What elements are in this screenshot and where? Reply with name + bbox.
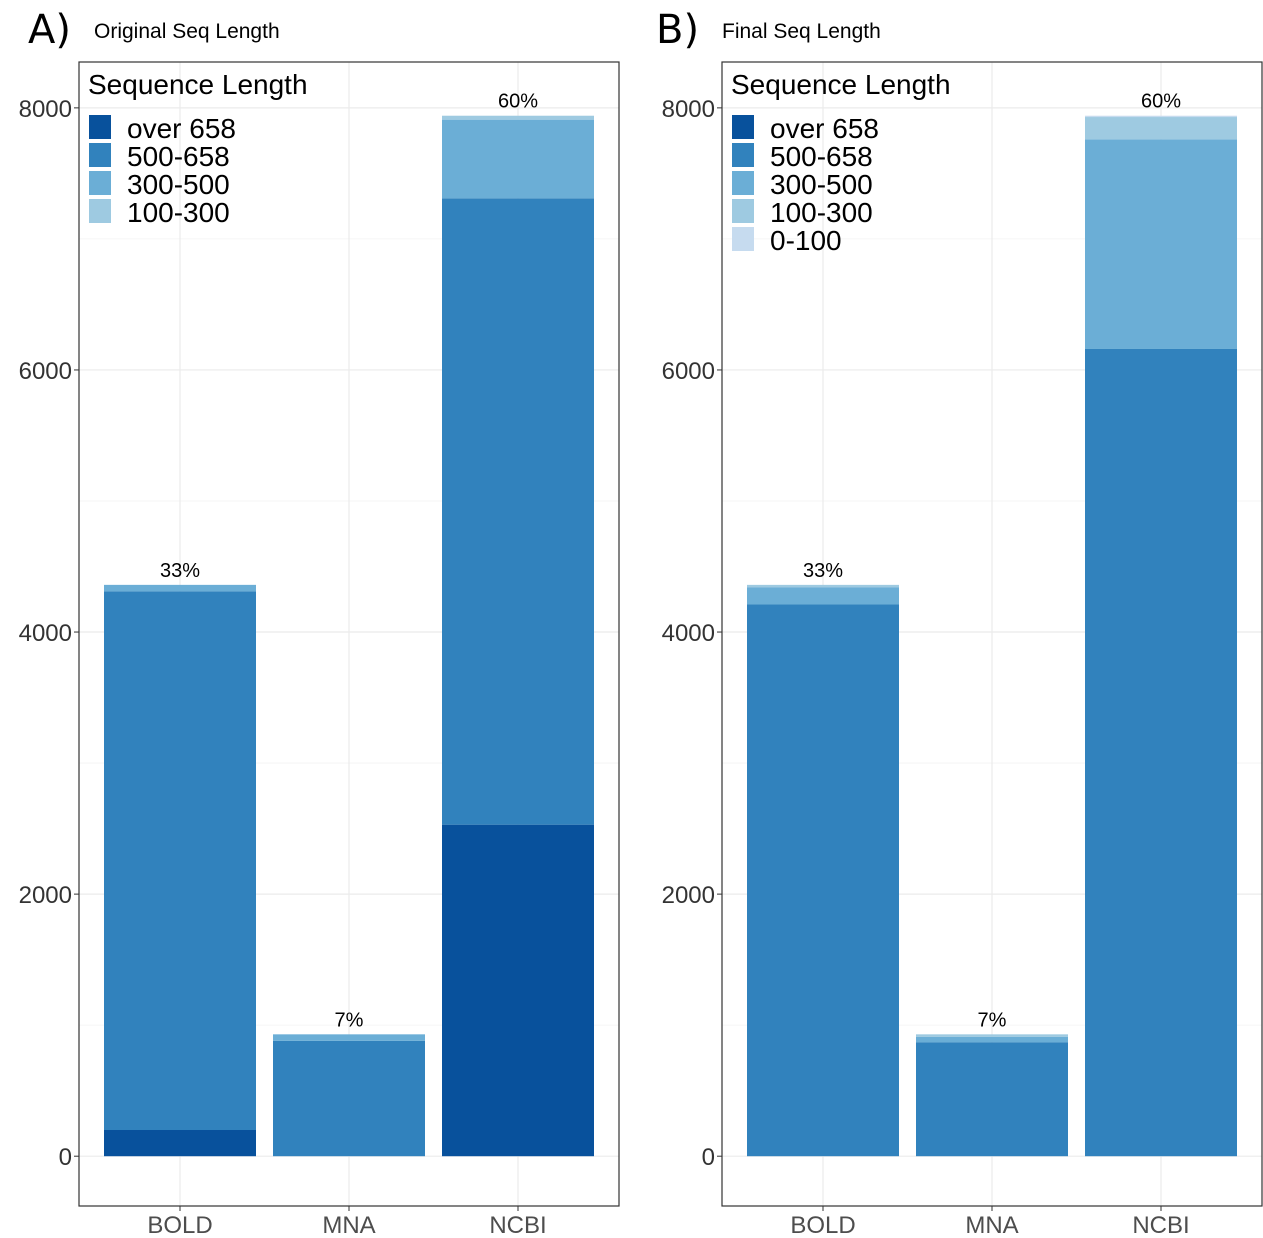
x-tick-label: BOLD [147,1212,212,1238]
legend-key [89,171,111,195]
bar-segment-mna-1 [273,1040,425,1157]
bar-segment-bold-0 [104,1129,256,1157]
legend-key [732,227,754,251]
x-tick-label: NCBI [1132,1212,1189,1238]
x-tick-label: NCBI [489,1212,546,1238]
bar-segment-mna-2 [916,1036,1068,1043]
x-tick-label: MNA [322,1212,375,1238]
x-tick-label: MNA [965,1212,1018,1238]
y-tick-label: 2000 [662,882,715,909]
bar-segment-ncbi-1 [1085,348,1237,1157]
bar-percent-label: 60% [1141,91,1181,113]
bar-percent-label: 60% [498,91,538,113]
bar-segment-ncbi-3 [442,115,594,120]
bar-percent-label: 33% [160,560,200,582]
bar-percent-label: 7% [335,1009,364,1031]
y-tick-label: 4000 [662,620,715,647]
y-tick-label: 4000 [19,620,72,647]
legend-label: 0-100 [770,225,842,256]
legend-title: Sequence Length [88,69,308,100]
y-tick-label: 8000 [19,96,72,123]
legend-label: 500-658 [770,141,873,172]
bar-segment-bold-2 [747,587,899,605]
bar-segment-ncbi-3 [1085,117,1237,140]
panel-border [78,61,620,1207]
chart-title: Original Seq Length [94,20,280,43]
legend-key [732,199,754,223]
y-tick-label: 6000 [662,358,715,385]
legend-key [732,171,754,195]
legend-label: over 658 [770,113,879,144]
bar-segment-ncbi-4 [1085,115,1237,118]
legend-key [89,115,111,139]
y-tick-label: 6000 [19,358,72,385]
legend-label: over 658 [127,113,236,144]
bar-segment-ncbi-0 [442,824,594,1157]
bar-segment-mna-2 [273,1034,425,1041]
y-tick-label: 2000 [19,882,72,909]
bar-segment-bold-1 [104,591,256,1130]
bar-segment-bold-2 [104,584,256,592]
legend-key [89,143,111,167]
y-tick-label: 0 [59,1144,72,1171]
bar-percent-label: 33% [803,560,843,582]
bar-segment-mna-3 [916,1034,1068,1037]
legend-label: 300-500 [127,169,230,200]
y-tick-label: 0 [702,1144,715,1171]
y-tick-label: 8000 [662,96,715,123]
bar-segment-ncbi-2 [1085,139,1237,349]
legend-title: Sequence Length [731,69,951,100]
panel-letter: B) [656,7,699,53]
legend-key [732,143,754,167]
x-tick-label: BOLD [790,1212,855,1238]
legend-label: 100-300 [770,197,873,228]
bar-percent-label: 7% [978,1009,1007,1031]
bar-segment-ncbi-1 [442,198,594,825]
legend-key [89,199,111,223]
bar-segment-ncbi-2 [442,119,594,199]
chart-title: Final Seq Length [722,20,881,43]
legend-label: 300-500 [770,169,873,200]
bar-segment-bold-3 [747,584,899,588]
legend-label: 100-300 [127,197,230,228]
legend-label: 500-658 [127,141,230,172]
panel-border [721,61,1263,1207]
panel-letter: A) [28,7,71,53]
bar-segment-mna-1 [916,1042,1068,1157]
legend-key [732,115,754,139]
bar-segment-bold-1 [747,604,899,1157]
